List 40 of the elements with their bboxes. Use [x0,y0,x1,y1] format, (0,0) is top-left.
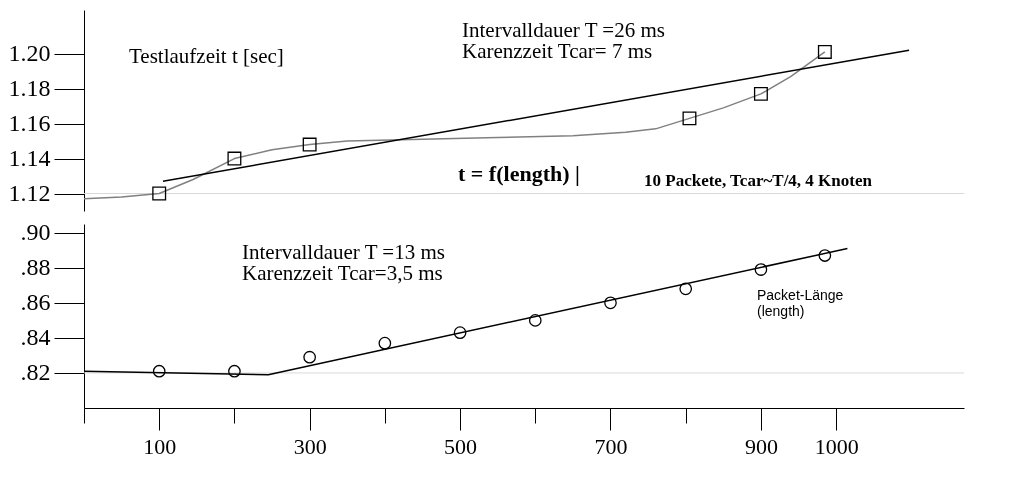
x-tick-label: 300 [293,433,327,459]
point [303,350,316,364]
point [682,111,697,126]
x-tick-label: 1000 [814,433,859,459]
y-tick-label: .82 [20,359,51,386]
y-tick-label: .90 [20,219,51,246]
point [679,282,693,296]
point [152,186,167,201]
point [228,364,241,378]
point [453,326,467,339]
x-axis-title: Packet-Länge (length) [757,287,844,319]
x-tick-label: 900 [744,433,778,459]
y-tick-label: .86 [20,289,51,316]
y-tick-label: .84 [20,324,51,351]
point [528,314,542,327]
point [152,364,166,378]
point [754,263,768,276]
point [227,151,242,166]
point [753,86,768,101]
annotation: 10 Packete, Tcar~T/4, 4 Knoten [644,171,873,190]
annotation: Intervalldauer T =26 ms [462,18,665,42]
annotation: t = f(length) | [458,161,580,186]
point [302,137,317,152]
annotation: Karenzzeit Tcar=3,5 ms [242,261,443,285]
y-axis-title: Testlaufzeit t [sec] [129,44,284,68]
point [604,296,617,310]
point [818,249,832,262]
y-tick-label: 1.18 [8,75,51,102]
y-tick-label: 1.20 [8,40,51,67]
y-tick-label: 1.14 [8,145,51,172]
y-tick-label: .88 [20,254,51,281]
annotation: Intervalldauer T =13 ms [242,240,445,264]
annotation: Karenzzeit Tcar= 7 ms [462,39,653,63]
x-tick-label: 100 [143,433,177,459]
point [378,336,392,350]
x-tick-label: 500 [444,433,478,459]
x-tick-label: 700 [594,433,628,459]
y-tick-label: 1.16 [8,110,51,137]
point [817,44,832,59]
y-tick-label: 1.12 [8,180,51,207]
